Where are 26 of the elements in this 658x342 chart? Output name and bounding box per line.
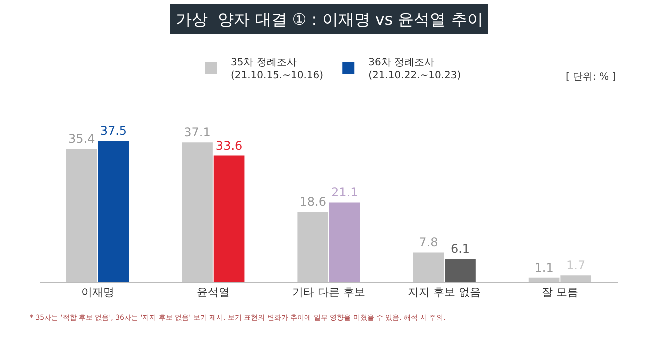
chart-title: 가상 양자 대결 ① : 이재명 vs 윤석열 추이 — [176, 10, 484, 29]
bar — [298, 212, 329, 282]
data-label: 1.1 — [534, 260, 554, 275]
x-tick-label: 윤석열 — [196, 286, 230, 300]
text: [ 단위: % ] — [566, 72, 616, 83]
bar — [98, 141, 130, 282]
x-tick-label: 기타 다른 후보 — [292, 286, 366, 300]
data-label: 35.4 — [68, 132, 96, 146]
x-tick-label: 잘 모름 — [542, 286, 578, 300]
data-label: 33.6 — [216, 138, 243, 153]
data-label: 18.6 — [300, 195, 326, 210]
data-label: 37.1 — [184, 126, 211, 140]
legend-label: 36차 정례조사 (21.10.22.~10.23) — [368, 58, 462, 82]
bar — [329, 202, 360, 282]
data-label: 7.8 — [419, 236, 438, 250]
data-label: 21.1 — [332, 186, 358, 200]
data-label: 6.1 — [450, 242, 470, 256]
bar — [214, 156, 245, 282]
bar — [182, 142, 213, 282]
data-label: 37.5 — [100, 124, 128, 138]
bar — [445, 259, 476, 282]
x-tick-label: 지지 후보 없음 — [408, 286, 482, 300]
x-tick-label: 이재명 — [81, 286, 114, 300]
bar — [413, 252, 444, 282]
bar — [66, 149, 98, 282]
legend-label: 35차 정례조사 (21.10.15.~10.16) — [231, 58, 324, 82]
